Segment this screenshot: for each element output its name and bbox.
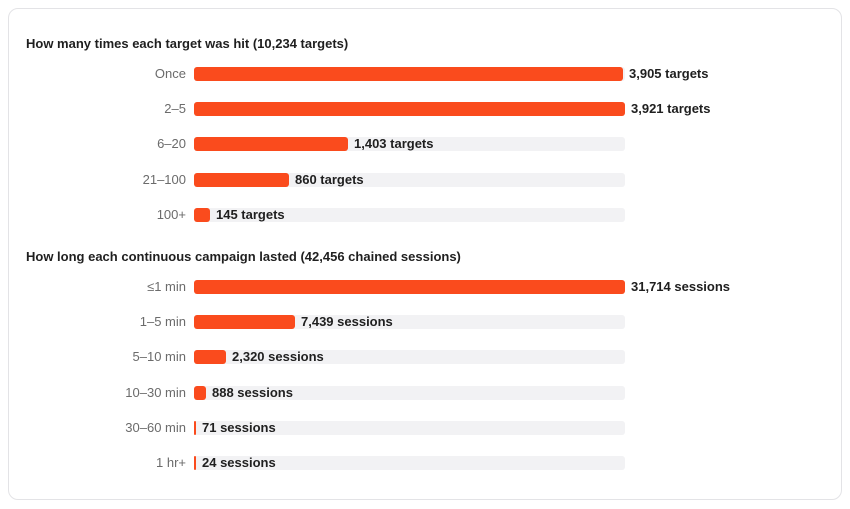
bar (194, 350, 226, 364)
bar-row: 6–20 1,403 targets (0, 134, 850, 154)
bar-row: 21–100 860 targets (0, 170, 850, 190)
bar-track (194, 350, 625, 364)
category-label: Once (154, 66, 186, 81)
bar-row: Once 3,905 targets (0, 64, 850, 84)
bar-track (194, 315, 625, 329)
value-label: 7,439 sessions (301, 314, 393, 329)
bar (194, 421, 196, 435)
value-label: 31,714 sessions (631, 279, 731, 294)
category-label: 30–60 min (125, 420, 186, 435)
value-label: 145 targets (216, 207, 285, 222)
bar (194, 386, 206, 400)
bar-track (194, 386, 625, 400)
bar-row: 100+ 145 targets (0, 205, 850, 225)
category-label: 6–20 (157, 136, 186, 151)
bar (194, 456, 196, 470)
bar (194, 208, 210, 222)
chart-title: How long each continuous campaign lasted… (26, 249, 461, 264)
bar-track (194, 208, 625, 222)
value-label: 3,921 targets (631, 101, 711, 116)
value-label: 1,403 targets (354, 136, 434, 151)
value-label: 71 sessions (202, 420, 276, 435)
category-label: ≤1 min (147, 279, 186, 294)
bar (194, 137, 348, 151)
bar (194, 315, 295, 329)
category-label: 1–5 min (139, 314, 186, 329)
value-label: 860 targets (295, 172, 364, 187)
bar (194, 280, 625, 294)
value-label: 24 sessions (202, 455, 276, 470)
bar-row: 2–5 3,921 targets (0, 99, 850, 119)
bar-track (194, 173, 625, 187)
category-label: 1 hr+ (156, 455, 186, 470)
category-label: 21–100 (142, 172, 186, 187)
bar-row: 1 hr+ 24 sessions (0, 453, 850, 473)
bar-row: 10–30 min 888 sessions (0, 383, 850, 403)
chart-card (8, 8, 842, 500)
category-label: 100+ (156, 207, 186, 222)
bar-row: 30–60 min 71 sessions (0, 418, 850, 438)
bar-row: 1–5 min 7,439 sessions (0, 312, 850, 332)
bar-row: 5–10 min 2,320 sessions (0, 347, 850, 367)
bar (194, 102, 625, 116)
bar (194, 67, 623, 81)
bar (194, 173, 289, 187)
value-label: 888 sessions (212, 385, 293, 400)
bar-row: ≤1 min 31,714 sessions (0, 277, 850, 297)
category-label: 2–5 (164, 101, 186, 116)
category-label: 5–10 min (132, 349, 186, 364)
bar-track (194, 456, 625, 470)
chart-title: How many times each target was hit (10,2… (26, 36, 349, 51)
value-label: 2,320 sessions (232, 349, 324, 364)
value-label: 3,905 targets (629, 66, 709, 81)
category-label: 10–30 min (125, 385, 186, 400)
bar-track (194, 421, 625, 435)
